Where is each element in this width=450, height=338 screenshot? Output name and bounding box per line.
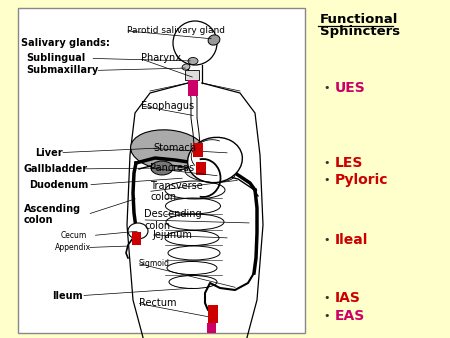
Ellipse shape: [185, 164, 235, 182]
Text: UES: UES: [335, 81, 366, 95]
Text: Jejunum: Jejunum: [153, 230, 193, 240]
Text: Appendix: Appendix: [55, 243, 91, 252]
Text: Liver: Liver: [35, 148, 63, 158]
Text: LES: LES: [335, 156, 364, 170]
Text: •: •: [323, 175, 329, 185]
Bar: [196, 162, 206, 175]
Text: Cecum: Cecum: [61, 231, 87, 240]
Bar: [310, 0, 450, 338]
Text: IAS: IAS: [335, 291, 361, 305]
Text: Ileum: Ileum: [53, 291, 83, 300]
Text: •: •: [323, 311, 329, 321]
Text: Salivary glands:: Salivary glands:: [21, 38, 110, 48]
Bar: [193, 143, 203, 157]
Text: Submaxillary: Submaxillary: [27, 65, 99, 75]
Bar: [208, 305, 218, 323]
Text: Pharynx: Pharynx: [141, 53, 181, 64]
Bar: [207, 323, 216, 333]
Text: Ascending
colon: Ascending colon: [24, 203, 81, 225]
Text: •: •: [323, 83, 329, 93]
Text: Gallbladder: Gallbladder: [24, 164, 88, 174]
Text: Rectum: Rectum: [139, 298, 176, 308]
Text: •: •: [323, 235, 329, 245]
Ellipse shape: [130, 130, 205, 170]
Ellipse shape: [188, 137, 243, 183]
Bar: [188, 80, 198, 96]
Ellipse shape: [188, 57, 198, 65]
Text: Pancreas: Pancreas: [150, 163, 194, 173]
Text: Ileal: Ileal: [335, 233, 369, 247]
Text: EAS: EAS: [335, 309, 365, 323]
Text: Functional: Functional: [320, 13, 398, 26]
Text: Transverse
colon: Transverse colon: [150, 181, 203, 202]
Text: •: •: [323, 158, 329, 168]
Text: Duodenum: Duodenum: [30, 180, 89, 190]
Ellipse shape: [128, 223, 148, 239]
Bar: [18, 8, 305, 333]
Text: Stomach: Stomach: [153, 143, 196, 153]
Ellipse shape: [208, 35, 220, 45]
Bar: [132, 232, 141, 245]
Text: Sublingual: Sublingual: [27, 53, 86, 64]
Ellipse shape: [182, 64, 190, 70]
Text: Descending
colon: Descending colon: [144, 209, 202, 231]
Text: Parotid salivary gland: Parotid salivary gland: [127, 26, 225, 35]
Ellipse shape: [151, 161, 173, 175]
Text: Pyloric: Pyloric: [335, 173, 388, 187]
Bar: [185, 70, 199, 80]
Text: Esophagus: Esophagus: [141, 100, 194, 111]
Text: Sigmoid: Sigmoid: [139, 259, 170, 268]
Text: Sphincters: Sphincters: [320, 25, 400, 38]
Text: •: •: [323, 293, 329, 303]
